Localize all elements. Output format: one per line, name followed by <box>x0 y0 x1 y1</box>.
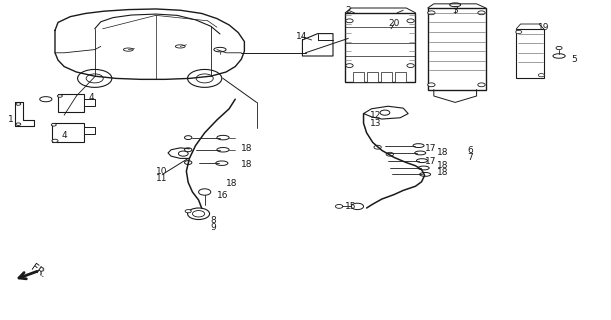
Text: 14: 14 <box>296 32 308 41</box>
Text: 6: 6 <box>467 146 473 155</box>
Text: FR.: FR. <box>29 263 48 280</box>
Text: 18: 18 <box>226 180 238 188</box>
Text: 15: 15 <box>345 202 357 211</box>
Circle shape <box>86 74 103 83</box>
Circle shape <box>407 64 414 68</box>
Ellipse shape <box>450 3 461 7</box>
Text: 10: 10 <box>156 167 167 176</box>
Text: 2: 2 <box>345 6 351 15</box>
Bar <box>345 13 415 82</box>
Circle shape <box>185 136 192 140</box>
Circle shape <box>538 74 544 77</box>
Text: 5: 5 <box>571 55 577 64</box>
Circle shape <box>478 83 485 87</box>
Ellipse shape <box>40 97 52 102</box>
Bar <box>367 72 378 82</box>
Circle shape <box>185 148 192 152</box>
Text: 18: 18 <box>241 160 253 169</box>
Text: 3: 3 <box>452 6 458 15</box>
Text: 18: 18 <box>437 161 448 170</box>
Text: 19: 19 <box>538 23 549 32</box>
Text: 18: 18 <box>437 148 448 157</box>
Circle shape <box>196 74 213 83</box>
Ellipse shape <box>123 48 133 51</box>
Bar <box>395 72 406 82</box>
Circle shape <box>346 19 353 23</box>
Circle shape <box>516 30 522 34</box>
Circle shape <box>188 208 210 220</box>
Text: 20: 20 <box>388 20 400 28</box>
Text: 18: 18 <box>437 168 448 177</box>
Circle shape <box>52 139 58 142</box>
Circle shape <box>51 124 56 126</box>
Text: 18: 18 <box>241 144 253 153</box>
Ellipse shape <box>216 161 228 165</box>
Circle shape <box>188 69 222 87</box>
Text: 17: 17 <box>425 144 436 153</box>
Circle shape <box>380 110 390 115</box>
Circle shape <box>185 161 192 164</box>
Circle shape <box>478 11 485 15</box>
Bar <box>428 8 486 90</box>
Circle shape <box>192 211 205 217</box>
Text: 11: 11 <box>156 174 167 183</box>
Ellipse shape <box>217 148 229 152</box>
Ellipse shape <box>553 54 565 58</box>
Ellipse shape <box>175 45 185 48</box>
Text: 16: 16 <box>217 191 229 200</box>
Bar <box>52 123 84 142</box>
Bar <box>84 127 95 134</box>
Text: 17: 17 <box>425 157 436 166</box>
Bar <box>516 29 544 78</box>
Text: 8: 8 <box>211 216 216 225</box>
Text: 7: 7 <box>467 153 473 162</box>
Circle shape <box>57 95 62 97</box>
Circle shape <box>335 204 343 208</box>
Text: 13: 13 <box>370 119 381 128</box>
Ellipse shape <box>217 135 229 140</box>
Circle shape <box>386 152 393 156</box>
Ellipse shape <box>415 151 426 155</box>
Bar <box>381 72 392 82</box>
Circle shape <box>428 83 435 87</box>
Circle shape <box>16 123 21 125</box>
Bar <box>58 94 84 112</box>
Circle shape <box>428 11 435 15</box>
Circle shape <box>16 103 21 105</box>
Ellipse shape <box>420 172 431 176</box>
Circle shape <box>78 69 112 87</box>
Text: 12: 12 <box>370 111 381 120</box>
Circle shape <box>199 189 211 195</box>
Circle shape <box>374 145 381 149</box>
Text: 1: 1 <box>8 116 13 124</box>
Bar <box>353 72 364 82</box>
Text: 4: 4 <box>61 132 67 140</box>
Ellipse shape <box>413 144 424 148</box>
Ellipse shape <box>214 47 226 52</box>
Bar <box>84 99 95 106</box>
Circle shape <box>178 151 188 156</box>
Circle shape <box>351 203 364 210</box>
Circle shape <box>407 19 414 23</box>
Text: 4: 4 <box>89 93 94 102</box>
Circle shape <box>556 46 562 50</box>
Ellipse shape <box>418 166 429 170</box>
Circle shape <box>346 64 353 68</box>
Ellipse shape <box>417 159 428 163</box>
Circle shape <box>185 210 191 213</box>
Text: 9: 9 <box>211 223 216 232</box>
